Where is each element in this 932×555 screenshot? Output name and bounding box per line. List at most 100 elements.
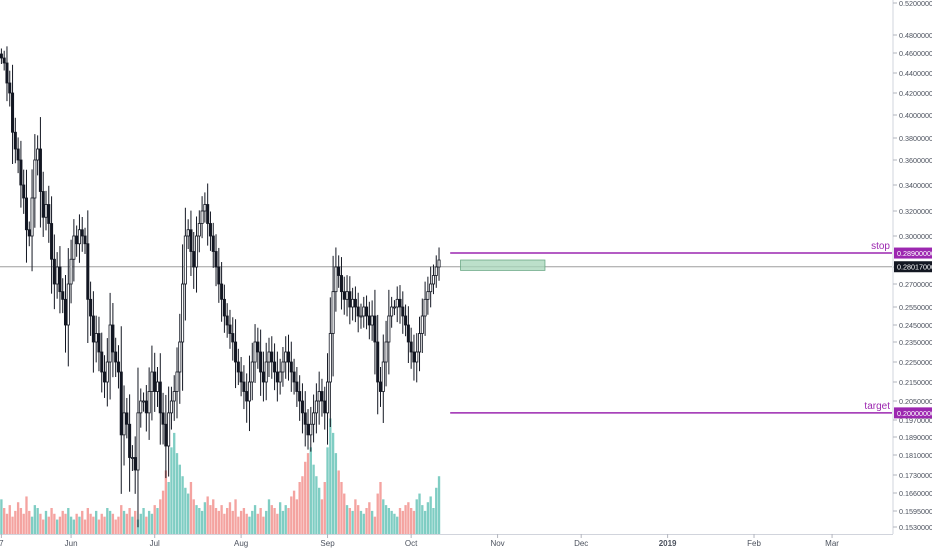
candle-body xyxy=(211,235,215,252)
volume-bar xyxy=(354,499,357,534)
target-badge-label: 0.20000000 xyxy=(897,409,932,418)
candle-body xyxy=(234,341,238,363)
volume-bar xyxy=(75,513,78,534)
candle-body xyxy=(395,298,399,308)
candle-body xyxy=(275,371,279,383)
candle-body xyxy=(353,298,357,308)
candle-body xyxy=(365,306,369,317)
candle-body xyxy=(423,298,427,317)
volume-bar xyxy=(259,508,262,534)
volume-bar xyxy=(117,516,120,534)
candle-body xyxy=(406,324,410,343)
volume-bar xyxy=(139,513,142,534)
x-tick-label: Sep xyxy=(320,539,335,548)
candle-body xyxy=(384,341,388,363)
volume-bar xyxy=(265,510,268,534)
volume-bar xyxy=(61,510,64,534)
candle-body xyxy=(359,315,363,318)
candle-body xyxy=(161,412,165,425)
candle-body xyxy=(295,381,299,392)
volume-bar xyxy=(301,476,304,534)
candle-series xyxy=(0,46,441,528)
volume-bar xyxy=(251,510,254,534)
candle-body xyxy=(278,371,282,383)
volume-bar xyxy=(67,508,70,534)
volume-bar xyxy=(198,508,201,534)
volume-bar xyxy=(276,513,279,534)
volume-bar xyxy=(382,499,385,534)
x-tick-label: Dec xyxy=(574,539,588,548)
candle-body xyxy=(326,381,330,414)
volume-bar xyxy=(30,516,34,534)
volume-bar xyxy=(418,493,421,534)
candle-body xyxy=(418,333,422,353)
candle-body xyxy=(409,341,413,353)
volume-bar xyxy=(147,510,151,534)
x-tick-label: 2019 xyxy=(659,539,677,548)
volume-bar xyxy=(200,510,204,534)
volume-bar xyxy=(212,499,215,534)
candle-body xyxy=(431,275,435,285)
volume-bar xyxy=(153,505,156,534)
candle-body xyxy=(220,283,224,300)
candle-body xyxy=(373,315,377,343)
volume-bar xyxy=(173,432,176,534)
volume-bar xyxy=(33,505,37,534)
candle-body xyxy=(387,315,391,343)
candle-body xyxy=(158,381,162,414)
candle-body xyxy=(292,371,296,383)
volume-bar xyxy=(343,493,346,534)
volume-bar xyxy=(181,476,184,534)
volume-bar xyxy=(368,502,371,534)
candle-body xyxy=(208,223,212,237)
position-box xyxy=(460,259,546,271)
volume-bar xyxy=(365,508,368,534)
volume-bar xyxy=(5,513,9,534)
candle-body xyxy=(195,235,199,268)
candle-body xyxy=(94,333,98,343)
candle-body xyxy=(100,351,104,373)
volume-bar xyxy=(329,418,332,534)
candle-body xyxy=(239,371,243,383)
candle-body xyxy=(133,457,137,471)
volume-bar xyxy=(423,510,427,534)
volume-bar xyxy=(64,513,67,534)
candle-body xyxy=(128,423,132,458)
candle-body xyxy=(323,400,327,414)
candle-body xyxy=(390,306,394,317)
volume-bar xyxy=(167,482,170,534)
candle-body xyxy=(150,371,154,392)
volume-bar xyxy=(273,508,276,534)
volume-bar xyxy=(3,508,6,534)
volume-bar xyxy=(164,470,168,534)
candle-body xyxy=(404,315,408,326)
volume-bar xyxy=(195,505,198,534)
candle-body xyxy=(200,210,204,224)
volume-bar xyxy=(159,499,162,534)
volume-bar xyxy=(47,516,50,534)
candle-body xyxy=(24,197,28,231)
volume-bar xyxy=(437,476,441,534)
volume-bar xyxy=(94,510,98,534)
volume-bar xyxy=(393,513,396,534)
candle-body xyxy=(83,235,87,245)
candle-body xyxy=(426,291,430,300)
volume-bar xyxy=(248,516,251,534)
candle-body xyxy=(245,391,249,402)
candle-body xyxy=(253,341,257,363)
candle-body xyxy=(331,291,335,334)
volume-bar xyxy=(125,513,129,534)
volume-bar xyxy=(237,516,240,534)
candle-body xyxy=(55,266,59,285)
volume-bar xyxy=(306,453,310,534)
